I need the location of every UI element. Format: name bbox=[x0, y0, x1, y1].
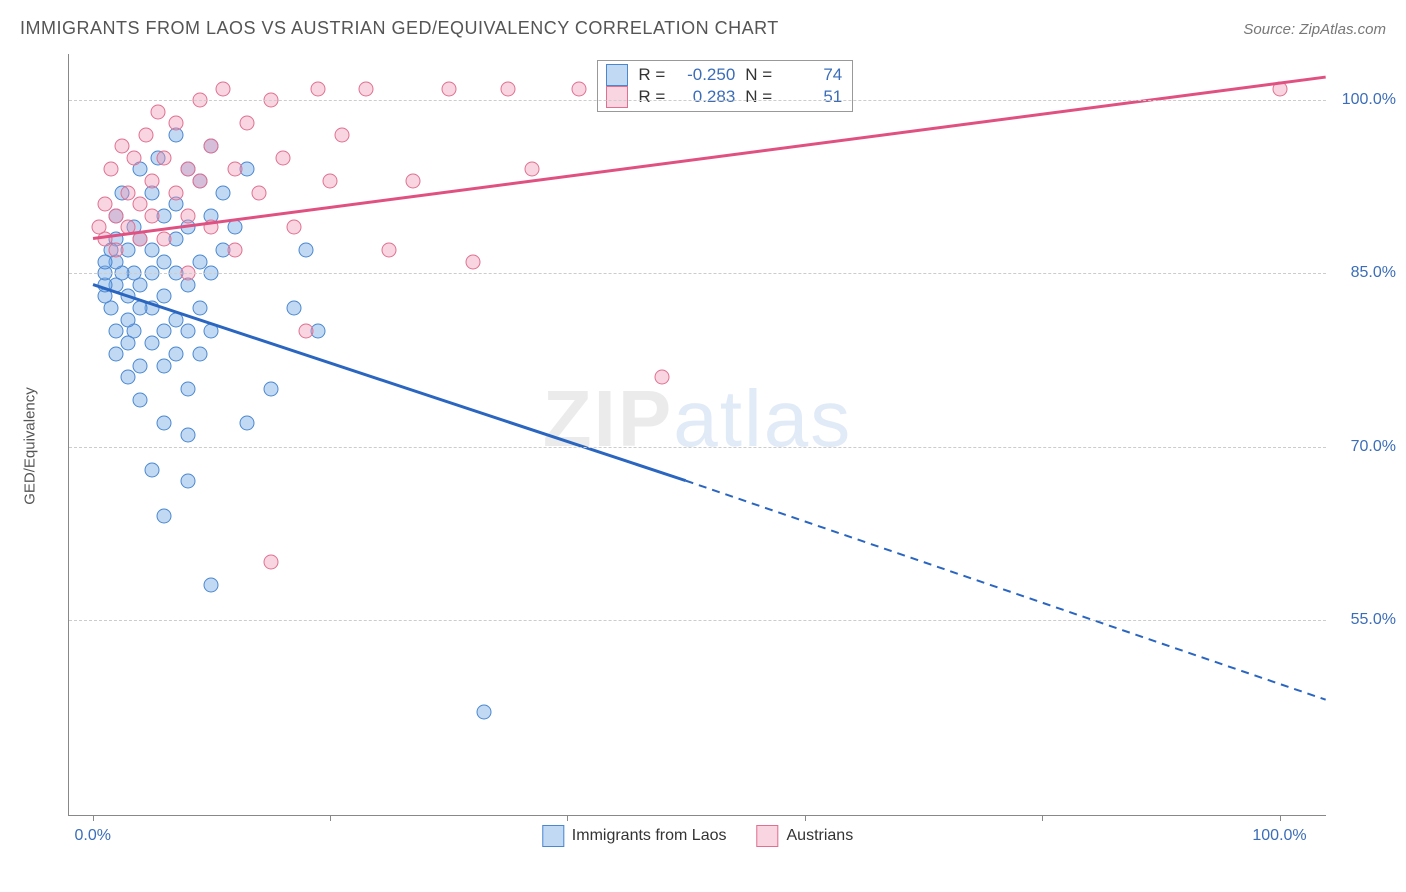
x-tick bbox=[1042, 815, 1043, 821]
trend-line bbox=[93, 285, 686, 481]
source-credit: Source: ZipAtlas.com bbox=[1243, 21, 1386, 38]
source-prefix: Source: bbox=[1243, 21, 1299, 38]
x-tick bbox=[330, 815, 331, 821]
source-name: ZipAtlas.com bbox=[1299, 21, 1386, 38]
swatch-austrians bbox=[757, 825, 779, 847]
scatter-plot: ZIPatlas R = -0.250 N = 74 R = 0.283 N =… bbox=[68, 54, 1326, 816]
gridline-h bbox=[69, 100, 1326, 101]
y-tick-label: 85.0% bbox=[1336, 264, 1396, 282]
r-label: R = bbox=[638, 87, 665, 107]
page-title: IMMIGRANTS FROM LAOS VS AUSTRIAN GED/EQU… bbox=[20, 18, 779, 39]
y-tick-label: 55.0% bbox=[1336, 611, 1396, 629]
n-label: N = bbox=[745, 65, 772, 85]
n-value-austrians: 51 bbox=[782, 87, 842, 107]
legend-item-austrians: Austrians bbox=[757, 825, 854, 847]
gridline-h bbox=[69, 447, 1326, 448]
trend-line bbox=[686, 481, 1326, 700]
n-value-laos: 74 bbox=[782, 65, 842, 85]
swatch-austrians bbox=[606, 86, 628, 108]
x-tick bbox=[1280, 815, 1281, 821]
legend-row-laos: R = -0.250 N = 74 bbox=[606, 64, 842, 86]
n-label: N = bbox=[745, 87, 772, 107]
correlation-legend: R = -0.250 N = 74 R = 0.283 N = 51 bbox=[597, 60, 853, 112]
series-legend: Immigrants from Laos Austrians bbox=[542, 825, 853, 847]
x-tick bbox=[805, 815, 806, 821]
legend-label-austrians: Austrians bbox=[787, 827, 854, 845]
x-tick-label: 0.0% bbox=[75, 827, 111, 845]
gridline-h bbox=[69, 620, 1326, 621]
legend-row-austrians: R = 0.283 N = 51 bbox=[606, 86, 842, 108]
trend-lines bbox=[69, 54, 1326, 815]
legend-label-laos: Immigrants from Laos bbox=[572, 827, 727, 845]
r-value-austrians: 0.283 bbox=[675, 87, 735, 107]
x-tick bbox=[93, 815, 94, 821]
gridline-h bbox=[69, 273, 1326, 274]
y-tick-label: 100.0% bbox=[1336, 91, 1396, 109]
swatch-laos bbox=[542, 825, 564, 847]
x-tick-label: 100.0% bbox=[1252, 827, 1306, 845]
x-tick bbox=[567, 815, 568, 821]
r-value-laos: -0.250 bbox=[675, 65, 735, 85]
y-tick-label: 70.0% bbox=[1336, 438, 1396, 456]
legend-item-laos: Immigrants from Laos bbox=[542, 825, 727, 847]
swatch-laos bbox=[606, 64, 628, 86]
y-axis-label: GED/Equivalency bbox=[22, 387, 39, 505]
r-label: R = bbox=[638, 65, 665, 85]
